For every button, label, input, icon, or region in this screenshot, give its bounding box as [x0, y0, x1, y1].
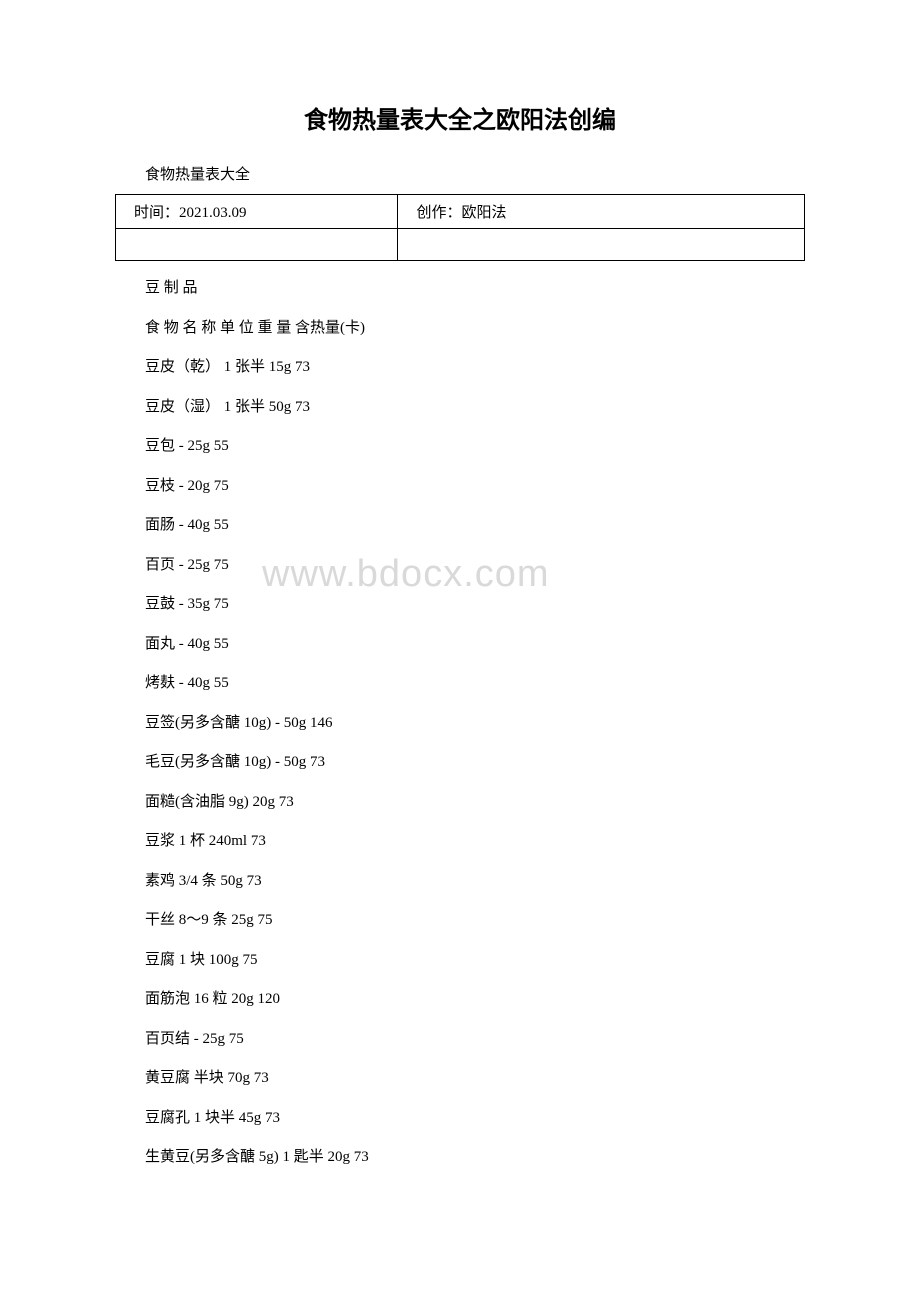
- table-row: 时间：2021.03.09 创作：欧阳法: [116, 195, 805, 229]
- table-cell-empty: [398, 229, 805, 261]
- table-cell-author: 创作：欧阳法: [398, 195, 805, 229]
- content-line: 生黄豆(另多含醣 5g) 1 匙半 20g 73: [145, 1148, 805, 1168]
- content-line: 面糙(含油脂 9g) 20g 73: [145, 793, 805, 813]
- content-line: 百页 - 25g 75: [145, 556, 805, 576]
- content-line: 烤麸 - 40g 55: [145, 674, 805, 694]
- info-table: 时间：2021.03.09 创作：欧阳法: [115, 194, 805, 261]
- content-line: 素鸡 3/4 条 50g 73: [145, 872, 805, 892]
- content-line: 百页结 - 25g 75: [145, 1030, 805, 1050]
- content-line: 豆腐 1 块 100g 75: [145, 951, 805, 971]
- content-line: 豆腐孔 1 块半 45g 73: [145, 1109, 805, 1129]
- table-row: [116, 229, 805, 261]
- content-line: 豆 制 品: [145, 279, 805, 299]
- content-line: 豆签(另多含醣 10g) - 50g 146: [145, 714, 805, 734]
- content-line: 面筋泡 16 粒 20g 120: [145, 990, 805, 1010]
- page-title: 食物热量表大全之欧阳法创编: [115, 100, 805, 135]
- subtitle: 食物热量表大全: [145, 163, 805, 184]
- content-line: 豆包 - 25g 55: [145, 437, 805, 457]
- content-line: 豆皮（乾） 1 张半 15g 73: [145, 358, 805, 378]
- content-line: 豆鼓 - 35g 75: [145, 595, 805, 615]
- table-cell-empty: [116, 229, 398, 261]
- content-line: 毛豆(另多含醣 10g) - 50g 73: [145, 753, 805, 773]
- content-line: 干丝 8～9 条 25g 75: [145, 911, 805, 931]
- content-line: 黄豆腐 半块 70g 73: [145, 1069, 805, 1089]
- table-cell-time: 时间：2021.03.09: [116, 195, 398, 229]
- content-line: 面丸 - 40g 55: [145, 635, 805, 655]
- content-line: 食 物 名 称 单 位 重 量 含热量(卡): [145, 319, 805, 339]
- content-line: 豆枝 - 20g 75: [145, 477, 805, 497]
- content-line: 豆皮（湿） 1 张半 50g 73: [145, 398, 805, 418]
- content-line: 面肠 - 40g 55: [145, 516, 805, 536]
- content-line: 豆浆 1 杯 240ml 73: [145, 832, 805, 852]
